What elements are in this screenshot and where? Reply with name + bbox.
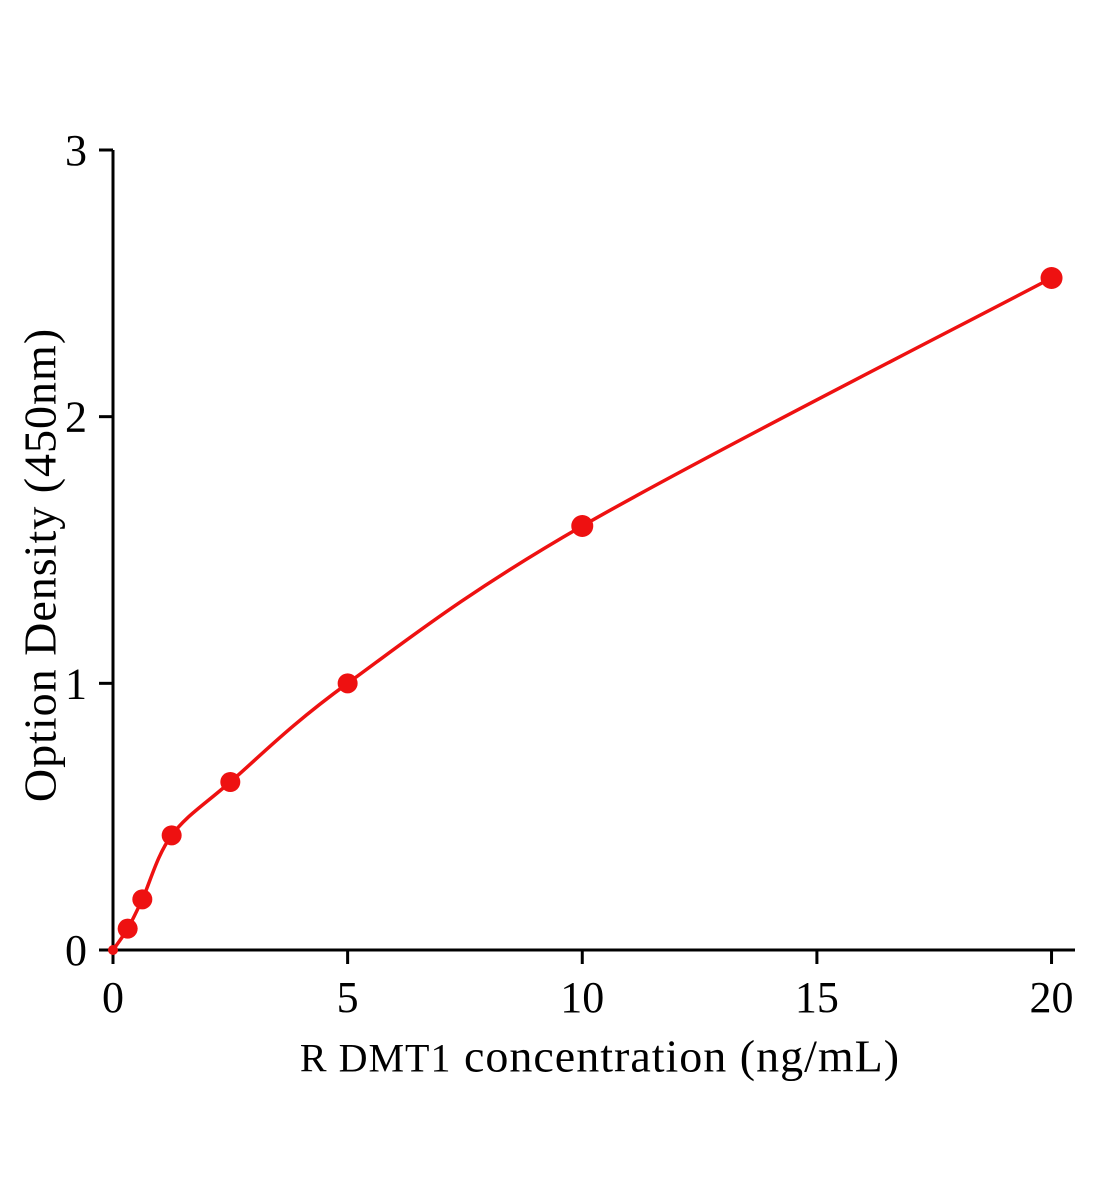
x-axis-title-text: concentration (ng/mL) xyxy=(451,1030,901,1082)
x-tick-label: 20 xyxy=(1030,973,1074,1022)
x-axis-title-prefix: R DMT1 xyxy=(299,1035,452,1081)
x-axis-title: R DMT1 concentration (ng/mL) xyxy=(300,1030,900,1083)
y-tick-label: 0 xyxy=(65,926,87,975)
x-tick-label: 15 xyxy=(795,973,839,1022)
data-point xyxy=(132,889,153,910)
x-tick-label: 0 xyxy=(102,973,124,1022)
data-point xyxy=(337,673,358,694)
data-point xyxy=(571,515,594,537)
data-point xyxy=(117,918,138,939)
y-tick-label: 3 xyxy=(65,126,87,175)
data-point xyxy=(161,825,182,846)
standard-curve-line xyxy=(111,276,1054,952)
y-tick-label: 2 xyxy=(65,393,87,442)
data-point xyxy=(1040,267,1063,289)
x-tick-label: 5 xyxy=(337,973,359,1022)
data-point xyxy=(108,945,118,955)
x-tick-label: 10 xyxy=(560,973,604,1022)
data-point xyxy=(220,772,241,792)
y-tick-label: 1 xyxy=(65,659,87,708)
